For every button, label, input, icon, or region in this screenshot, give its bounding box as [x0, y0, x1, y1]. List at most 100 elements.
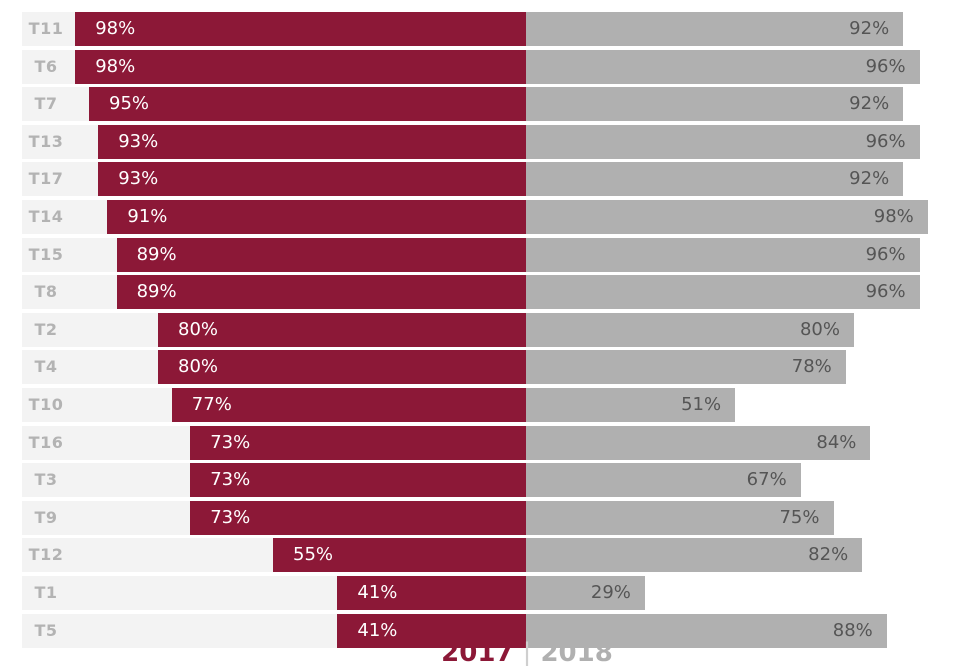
legend-separator: |	[522, 638, 532, 666]
chart-row: T17 93% 92%	[0, 162, 958, 197]
row-background	[22, 124, 99, 159]
bar-2018	[526, 538, 863, 573]
chart-row: T8 89% 96%	[0, 275, 958, 310]
category-label: T9	[34, 507, 58, 527]
bar-2017	[75, 49, 526, 84]
chart-row: T1 41% 29%	[0, 576, 958, 610]
bar-2017	[116, 275, 526, 310]
chart-row: T6 98% 96%	[0, 49, 958, 84]
value-label-2018: 67%	[746, 469, 787, 491]
bar-2017	[190, 425, 526, 460]
category-label: T13	[28, 131, 64, 151]
value-label-2018: 75%	[779, 506, 820, 528]
bar-2017	[107, 200, 526, 234]
category-label: T12	[28, 545, 64, 565]
row-background	[22, 388, 172, 422]
row-background	[22, 162, 99, 197]
value-label-2017: 93%	[118, 130, 159, 152]
value-label-2018: 92%	[849, 168, 890, 190]
bar-2017	[98, 124, 526, 159]
chart-row: T15 89% 96%	[0, 237, 958, 272]
bar-2017	[337, 576, 526, 610]
value-label-2017: 89%	[136, 281, 177, 303]
value-label-2017: 89%	[136, 243, 177, 265]
value-label-2017: 41%	[357, 582, 398, 603]
chart-row: T11 98% 92%	[0, 12, 958, 46]
bar-2018	[526, 87, 904, 122]
value-label-2017: 80%	[178, 318, 219, 340]
chart-row: T7 95% 92%	[0, 87, 958, 122]
value-label-2018: 98%	[873, 206, 914, 227]
row-background	[22, 237, 117, 272]
value-label-2017: 73%	[210, 506, 251, 528]
chart-row: T2 80% 80%	[0, 312, 958, 347]
category-label: T14	[28, 207, 64, 226]
row-background	[22, 200, 108, 234]
value-label-2017: 98%	[95, 18, 136, 39]
value-label-2018: 78%	[791, 356, 832, 378]
bar-2017	[75, 12, 526, 46]
bar-2017	[190, 463, 526, 498]
row-background	[22, 87, 89, 122]
bar-2017	[337, 613, 526, 648]
bar-2018	[526, 463, 801, 498]
bar-2018	[526, 200, 928, 234]
row-background	[22, 275, 117, 310]
bar-2017	[116, 237, 526, 272]
category-label: T7	[34, 94, 58, 114]
row-background	[22, 312, 158, 347]
value-label-2018: 96%	[865, 55, 906, 77]
bar-2017	[171, 388, 526, 422]
bar-2018	[526, 49, 920, 84]
bar-2018	[526, 350, 846, 385]
category-label: T15	[28, 244, 64, 264]
bar-2017	[158, 350, 526, 385]
row-background	[22, 425, 191, 460]
row-background	[22, 538, 273, 573]
row-background	[22, 350, 158, 385]
bar-2017	[190, 500, 526, 535]
value-label-2018: 92%	[849, 93, 890, 115]
value-label-2018: 82%	[808, 544, 849, 566]
value-label-2018: 92%	[849, 18, 890, 39]
category-label: T17	[28, 169, 64, 189]
value-label-2017: 98%	[95, 55, 136, 77]
value-label-2017: 80%	[178, 356, 219, 378]
value-label-2017: 73%	[210, 469, 251, 491]
legend-2018: 2018	[540, 638, 613, 666]
value-label-2017: 93%	[118, 168, 159, 190]
chart-row: T10 77% 51%	[0, 388, 958, 422]
category-label: T10	[28, 395, 64, 414]
row-background	[22, 500, 191, 535]
chart-row: T5 41% 88%	[0, 613, 958, 648]
value-label-2017: 77%	[191, 394, 232, 415]
row-background	[22, 463, 191, 498]
value-label-2018: 80%	[799, 318, 840, 340]
chart-row: T4 80% 78%	[0, 350, 958, 385]
category-label: T6	[34, 56, 58, 76]
chart-row: T16 73% 84%	[0, 425, 958, 460]
value-label-2018: 29%	[590, 582, 631, 603]
bar-2018	[526, 237, 920, 272]
bar-2018	[526, 425, 871, 460]
bar-2018	[526, 500, 834, 535]
row-background	[22, 576, 338, 610]
category-label: T4	[34, 357, 58, 377]
bar-2018	[526, 613, 887, 648]
bar-2018	[526, 162, 904, 197]
bar-2018	[526, 312, 854, 347]
chart-row: T13 93% 96%	[0, 124, 958, 159]
category-label: T11	[28, 19, 64, 38]
bar-2018	[526, 124, 920, 159]
bar-2018	[526, 388, 736, 422]
row-background	[22, 49, 76, 84]
legend-2017: 2017	[441, 638, 514, 666]
bar-2018	[526, 275, 920, 310]
value-label-2017: 95%	[109, 93, 150, 115]
value-label-2018: 88%	[832, 619, 873, 641]
value-label-2018: 96%	[865, 243, 906, 265]
category-label: T5	[34, 620, 58, 640]
category-label: T3	[34, 470, 58, 490]
value-label-2017: 41%	[357, 619, 398, 641]
